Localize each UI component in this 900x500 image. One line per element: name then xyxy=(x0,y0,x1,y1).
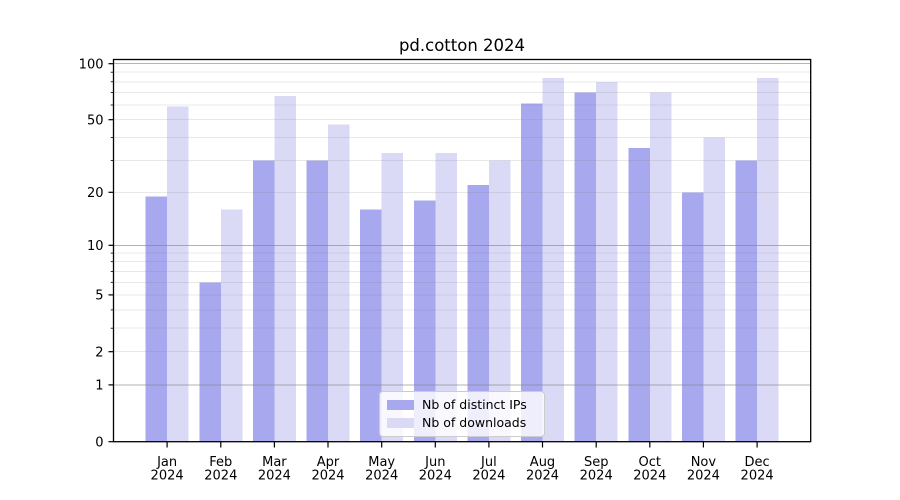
legend-swatch-downloads xyxy=(387,417,414,429)
bar-nb-of-downloads-jan-2024 xyxy=(167,106,189,442)
bar-nb-of-distinct-ips-dec-2024 xyxy=(735,160,758,442)
ytick-label-20: 20 xyxy=(87,186,104,201)
bar-nb-of-distinct-ips-jun-2024 xyxy=(413,200,436,442)
bar-nb-of-distinct-ips-jul-2024 xyxy=(467,184,489,442)
xtick-label-mar-2024: Mar 2024 xyxy=(258,455,291,484)
bar-nb-of-distinct-ips-mar-2024 xyxy=(252,160,275,442)
bar-nb-of-downloads-apr-2024 xyxy=(328,124,350,442)
bar-nb-of-downloads-mar-2024 xyxy=(274,96,296,442)
bar-nb-of-downloads-nov-2024 xyxy=(703,137,725,442)
bar-nb-of-downloads-jun-2024 xyxy=(435,152,457,442)
xtick-label-nov-2024: Nov 2024 xyxy=(687,455,720,484)
bar-nb-of-downloads-sep-2024 xyxy=(596,81,618,442)
ytick-label-1: 1 xyxy=(95,379,103,394)
ytick-label-2: 2 xyxy=(95,345,103,360)
ytick-label-100: 100 xyxy=(79,57,104,72)
legend-swatch-distinct-ips xyxy=(387,399,414,411)
xtick-label-jul-2024: Jul 2024 xyxy=(472,455,505,484)
xtick-label-sep-2024: Sep 2024 xyxy=(580,455,613,484)
plot-frame xyxy=(112,58,812,443)
legend-item-downloads: Nb of downloads xyxy=(387,416,544,430)
ytick-label-50: 50 xyxy=(87,113,104,128)
bar-nb-of-distinct-ips-apr-2024 xyxy=(306,160,329,442)
bar-nb-of-distinct-ips-may-2024 xyxy=(360,209,382,442)
ytick-label-0: 0 xyxy=(95,435,103,450)
xtick-label-apr-2024: Apr 2024 xyxy=(311,455,344,484)
xtick-label-aug-2024: Aug 2024 xyxy=(526,455,559,484)
bar-nb-of-downloads-may-2024 xyxy=(381,152,404,442)
bar-nb-of-distinct-ips-sep-2024 xyxy=(574,92,597,442)
xtick-label-jun-2024: Jun 2024 xyxy=(419,455,452,484)
legend-label-distinct-ips: Nb of distinct IPs xyxy=(422,396,527,412)
bar-nb-of-distinct-ips-nov-2024 xyxy=(682,192,704,442)
bar-nb-of-downloads-feb-2024 xyxy=(220,209,243,442)
xtick-label-feb-2024: Feb 2024 xyxy=(204,455,237,484)
xtick-label-jan-2024: Jan 2024 xyxy=(151,455,184,484)
bar-nb-of-distinct-ips-aug-2024 xyxy=(521,103,543,442)
bar-nb-of-distinct-ips-jan-2024 xyxy=(145,196,168,442)
chart-title: pd.cotton 2024 xyxy=(398,36,526,55)
bar-nb-of-distinct-ips-oct-2024 xyxy=(628,148,650,442)
xtick-label-may-2024: May 2024 xyxy=(365,455,398,484)
ytick-label-5: 5 xyxy=(95,289,103,304)
bar-nb-of-downloads-oct-2024 xyxy=(649,92,672,442)
legend-item-distinct-ips: Nb of distinct IPs xyxy=(387,398,544,412)
ytick-label-10: 10 xyxy=(87,239,104,254)
bar-nb-of-downloads-dec-2024 xyxy=(757,77,779,442)
bar-nb-of-downloads-aug-2024 xyxy=(542,77,564,442)
xtick-label-dec-2024: Dec 2024 xyxy=(741,455,774,484)
xtick-label-oct-2024: Oct 2024 xyxy=(633,455,666,484)
bar-nb-of-distinct-ips-feb-2024 xyxy=(199,282,221,442)
legend: Nb of distinct IPs Nb of downloads xyxy=(379,391,545,437)
bar-nb-of-downloads-jul-2024 xyxy=(488,160,511,442)
legend-label-downloads: Nb of downloads xyxy=(422,414,527,430)
